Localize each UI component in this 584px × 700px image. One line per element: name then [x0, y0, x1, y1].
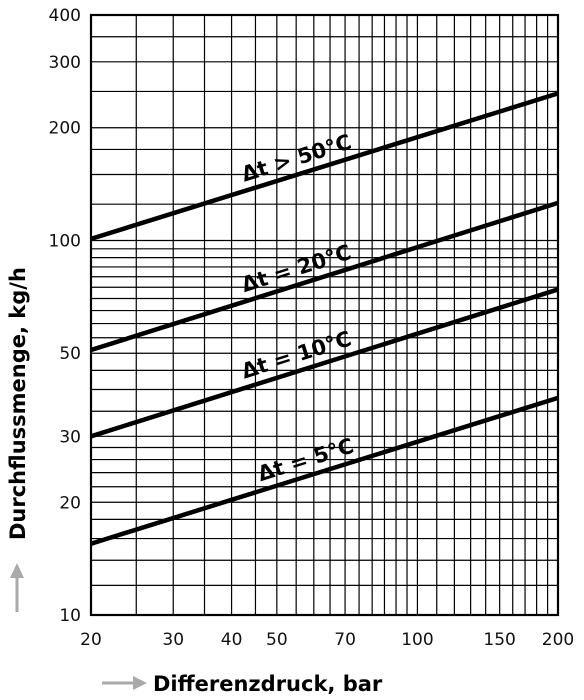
x-tick-label: 20 [80, 630, 102, 650]
x-axis-label: Differenzdruck, bar [153, 672, 383, 696]
y-axis-title: Durchflussmenge, kg/h [6, 267, 30, 612]
x-tick-label: 70 [334, 630, 356, 650]
x-tick-label: 150 [483, 630, 515, 650]
curve-line [90, 395, 559, 546]
x-axis-title: Differenzdruck, bar [102, 672, 383, 696]
y-axis-label: Durchflussmenge, kg/h [6, 267, 30, 540]
x-tick-label: 200 [542, 630, 574, 650]
y-tick-label: 20 [59, 493, 81, 513]
x-axis-arrow-head [133, 676, 147, 690]
grid [91, 15, 558, 615]
y-tick-label: 30 [59, 427, 81, 447]
x-tick-labels: 20 30 40 50 70 100 150 200 [80, 630, 574, 650]
x-tick-label: 50 [266, 630, 288, 650]
y-tick-label: 50 [59, 344, 81, 364]
y-axis-arrow-head [10, 563, 24, 578]
curve-line [90, 287, 559, 439]
y-tick-label: 400 [49, 6, 81, 26]
y-tick-label: 300 [49, 53, 81, 73]
curve-line [90, 91, 559, 242]
curve-line [90, 200, 559, 353]
y-tick-label: 10 [59, 606, 81, 626]
plot-border [89, 13, 560, 617]
curve-labels: Δt > 50°CΔt = 20°CΔt = 10°CΔt = 5°C [239, 130, 357, 486]
curves [90, 91, 559, 546]
y-tick-label: 200 [49, 119, 81, 139]
plot-frame [89, 13, 560, 617]
x-tick-label: 30 [162, 630, 184, 650]
y-tick-labels: 10 20 30 50 100 200 300 400 [49, 6, 81, 626]
y-tick-label: 100 [49, 231, 81, 251]
x-tick-label: 40 [221, 630, 243, 650]
x-tick-label: 100 [401, 630, 433, 650]
